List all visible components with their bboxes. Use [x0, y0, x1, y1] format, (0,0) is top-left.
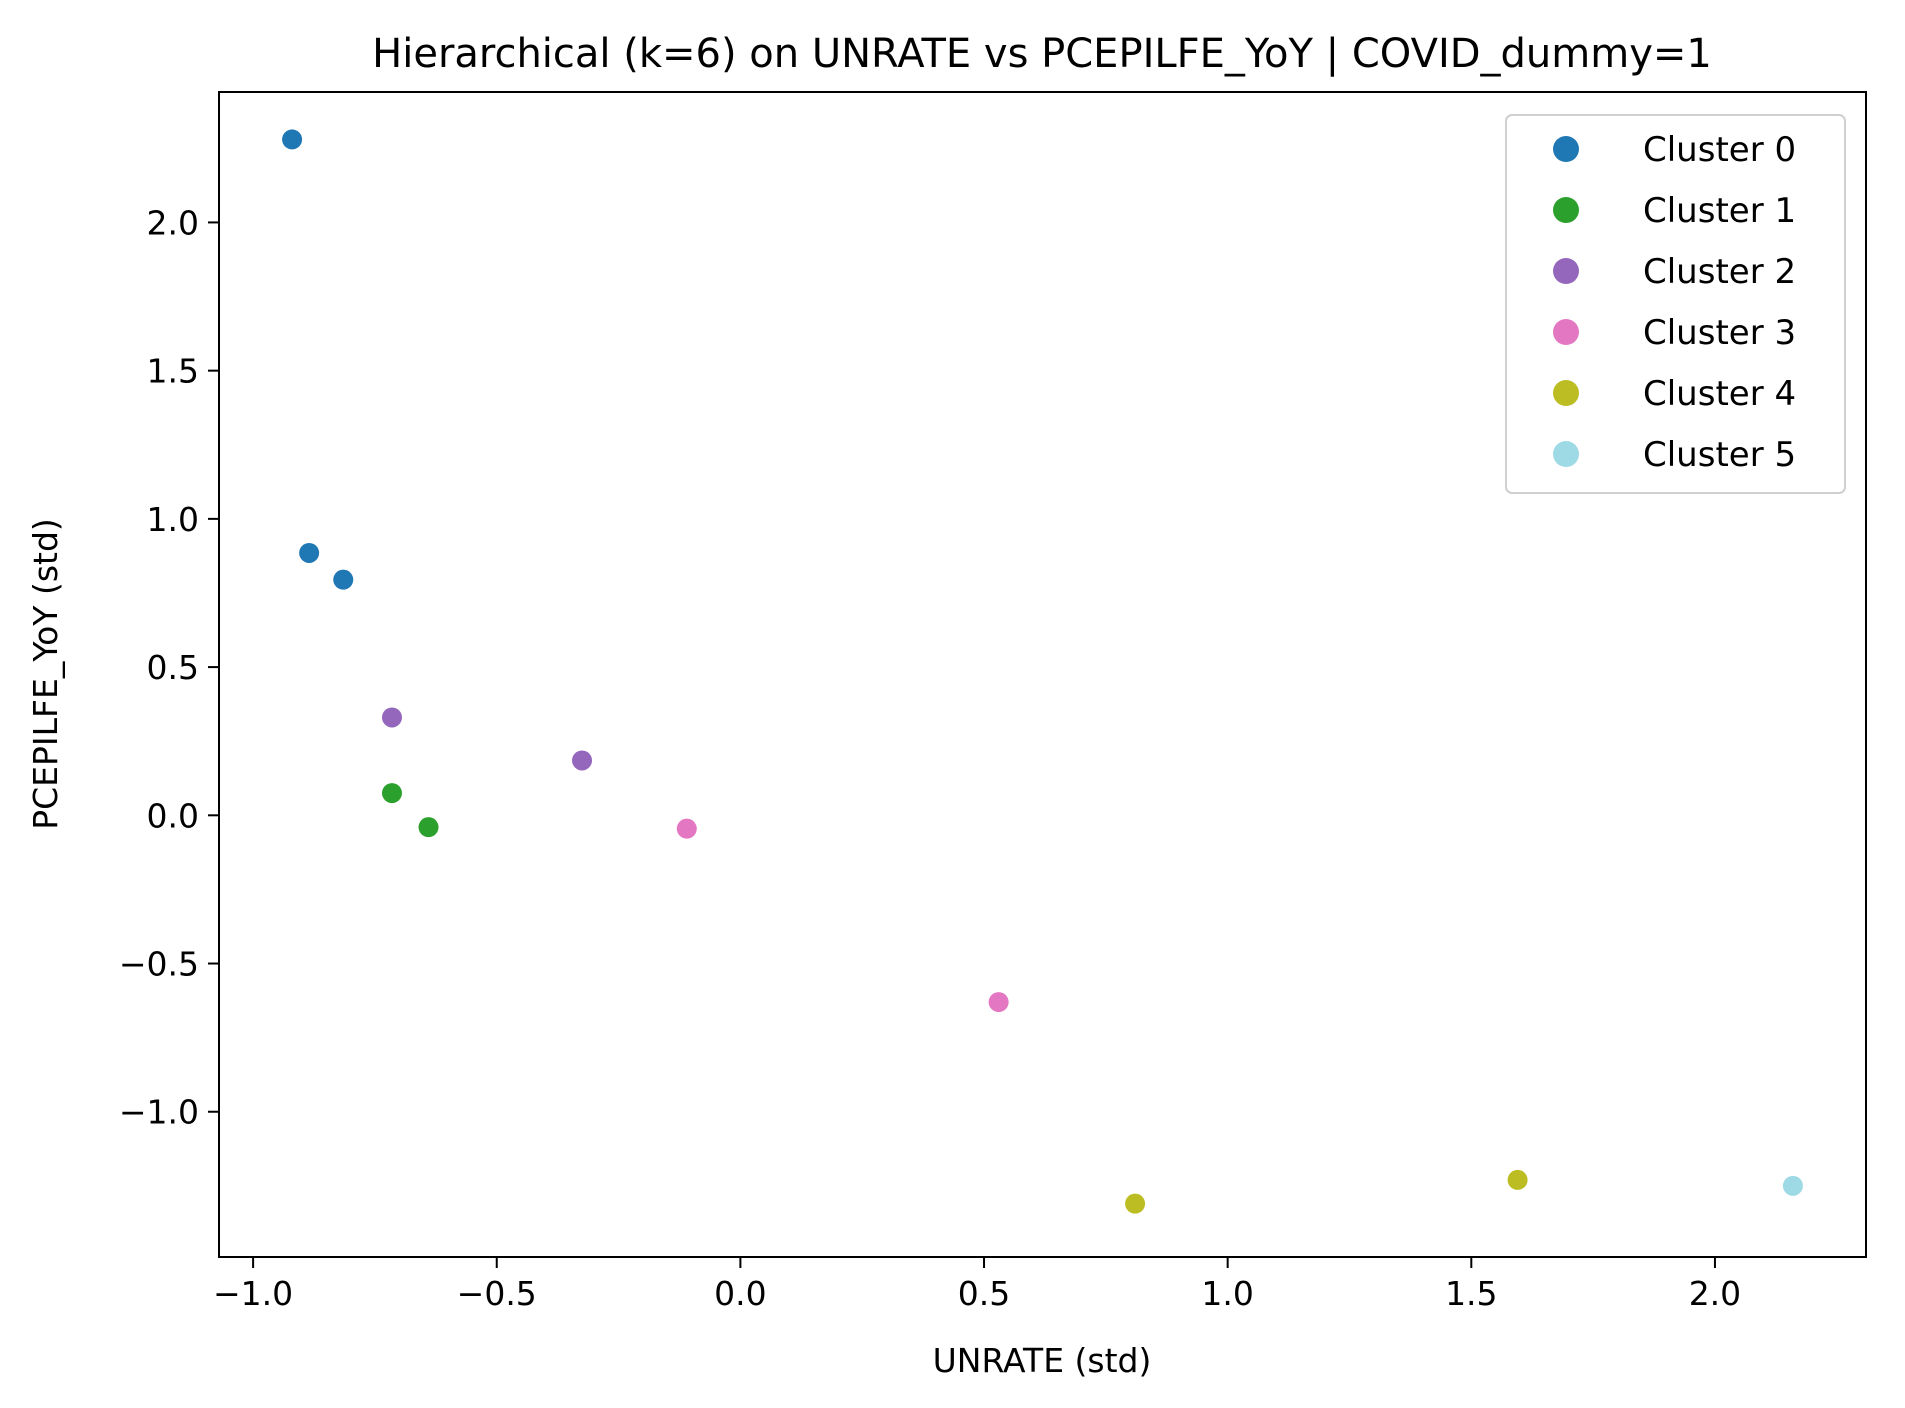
x-tick-label: 1.5	[1445, 1274, 1497, 1313]
y-tick-label: −0.5	[119, 945, 199, 984]
legend-marker-cluster-0	[1553, 136, 1579, 162]
legend-label-cluster-3: Cluster 3	[1643, 313, 1796, 353]
data-point-cluster-1	[418, 817, 439, 838]
plot-area	[218, 91, 1867, 1258]
legend-marker-cluster-3	[1553, 319, 1579, 345]
axes-frame	[218, 91, 1867, 1258]
legend-label-cluster-2: Cluster 2	[1643, 252, 1796, 292]
legend-label-cluster-1: Cluster 1	[1643, 191, 1796, 231]
y-tick-label: 1.5	[147, 352, 199, 391]
x-tick-label: 2.0	[1689, 1274, 1741, 1313]
x-tick-label: −0.5	[457, 1274, 537, 1313]
legend-label-cluster-0: Cluster 0	[1643, 130, 1796, 170]
legend-items: Cluster 0 Cluster 1 Cluster 2 Cluster 3 Clus…	[1553, 130, 1796, 475]
legend-box	[1505, 114, 1846, 494]
legend-marker-cluster-5	[1553, 441, 1579, 467]
y-tick-label: 2.0	[147, 203, 199, 242]
x-axis-ticks: −1.0 −0.5 0.0 0.5 1.0 1.5 2.0	[213, 1257, 1741, 1313]
data-point-cluster-1	[381, 783, 402, 804]
legend-label-cluster-4: Cluster 4	[1643, 374, 1796, 414]
y-tick-label: 0.0	[147, 796, 199, 835]
legend-marker-cluster-4	[1553, 380, 1579, 406]
data-point-cluster-4	[1125, 1193, 1146, 1214]
data-points	[282, 129, 1803, 1214]
data-point-cluster-4	[1507, 1169, 1528, 1190]
data-point-cluster-5	[1782, 1175, 1803, 1196]
data-point-cluster-3	[676, 818, 697, 839]
data-point-cluster-2	[572, 750, 593, 771]
legend-marker-cluster-1	[1553, 197, 1579, 223]
data-point-cluster-3	[988, 992, 1009, 1013]
x-tick-label: 0.5	[958, 1274, 1010, 1313]
x-tick-label: 0.0	[714, 1274, 766, 1313]
x-axis-label: UNRATE (std)	[933, 1341, 1152, 1380]
legend: Cluster 0 Cluster 1 Cluster 2 Cluster 3 Clus…	[1505, 114, 1846, 494]
y-axis-ticks: −1.0 −0.5 0.0 0.5 1.0 1.5 2.0	[119, 203, 219, 1132]
data-point-cluster-0	[282, 129, 303, 150]
data-point-cluster-0	[299, 542, 320, 563]
y-axis-label: PCEPILFE_YoY (std)	[26, 518, 65, 830]
x-tick-label: −1.0	[213, 1274, 293, 1313]
x-tick-label: 1.0	[1201, 1274, 1253, 1313]
y-tick-label: −1.0	[119, 1093, 199, 1132]
y-tick-label: 0.5	[147, 648, 199, 687]
data-point-cluster-2	[381, 707, 402, 728]
chart-title: Hierarchical (k=6) on UNRATE vs PCEPILFE…	[372, 31, 1712, 77]
y-tick-label: 1.0	[147, 500, 199, 539]
legend-marker-cluster-2	[1553, 258, 1579, 284]
legend-label-cluster-5: Cluster 5	[1643, 435, 1796, 475]
data-point-cluster-0	[333, 569, 354, 590]
